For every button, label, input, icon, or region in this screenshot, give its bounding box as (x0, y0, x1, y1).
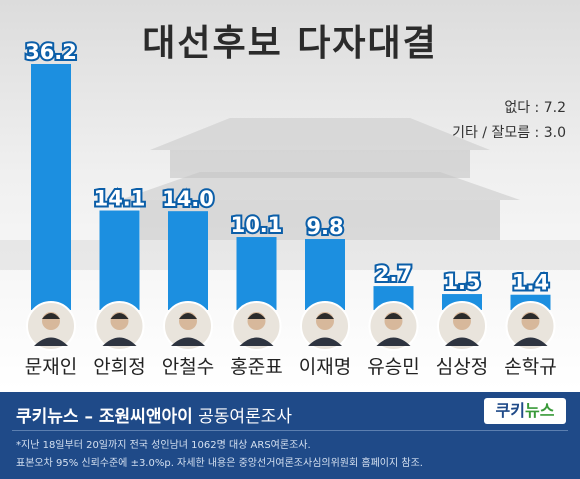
others-item-etc: 기타 / 잘모름 : 3.0 (452, 125, 566, 141)
footer: 쿠키뉴스 – 조원씨앤아이 공동여론조사 쿠키뉴스 *지난 18일부터 20일까… (0, 392, 580, 479)
candidate-photo (368, 301, 419, 351)
candidate-name: 홍준표 (230, 356, 283, 378)
bar-안철수 (168, 211, 208, 310)
others-legend: 없다 : 7.2 기타 / 잘모름 : 3.0 (452, 96, 566, 146)
footer-brand: 쿠키뉴스 – 조원씨앤아이 (16, 407, 193, 427)
data-label: 36.2 (25, 40, 77, 64)
bar-chart: 36.2 14.1 14.0 10.1 9.8 2.7 1.5 1.4 (23, 38, 556, 351)
candidate-photo (505, 301, 556, 351)
candidate-name: 손학규 (504, 356, 557, 378)
data-label: 1.4 (512, 271, 549, 295)
candidate-photo (94, 301, 145, 351)
survey-note: *지난 18일부터 20일까지 전국 성인남녀 1062명 대상 ARS여론조사… (16, 440, 311, 451)
footer-title: 쿠키뉴스 – 조원씨앤아이 공동여론조사 (16, 402, 292, 427)
bar-안희정 (99, 210, 140, 310)
candidate-name: 유승민 (367, 356, 420, 378)
logo-text-accent: 뉴스 (525, 401, 555, 420)
candidate-name: 심상정 (435, 356, 489, 378)
data-label: 1.5 (443, 270, 480, 294)
others-value: 3.0 (543, 125, 566, 141)
others-item-none: 없다 : 7.2 (504, 100, 566, 116)
data-label: 2.7 (375, 262, 412, 286)
candidate-name: 이재명 (298, 356, 352, 378)
others-value: 7.2 (543, 100, 566, 116)
footer-divider (12, 430, 568, 431)
kuki-news-logo: 쿠키뉴스 (484, 398, 566, 424)
bar-이재명 (305, 239, 345, 310)
data-label: 14.0 (162, 187, 214, 211)
data-label: 14.1 (94, 187, 146, 211)
bar-문재인 (31, 63, 71, 310)
logo-text: 쿠키 (495, 401, 525, 420)
candidate-photo (26, 301, 76, 351)
bar-홍준표 (236, 237, 277, 310)
candidate-name: 문재인 (24, 356, 78, 378)
survey-note-error-margin: 표본오차 95% 신뢰수준에 ±3.0%p. 자세한 내용은 중앙선거여론조사심… (16, 458, 423, 469)
others-label: 기타 / 잘모름 (452, 125, 531, 141)
candidate-name: 안희정 (93, 356, 146, 378)
data-label: 10.1 (231, 213, 283, 237)
data-label: 9.8 (306, 215, 343, 239)
candidate-photo (163, 301, 213, 351)
chart-title: 대선후보 다자대결 (142, 23, 438, 64)
footer-subtitle: 공동여론조사 (192, 407, 292, 427)
candidate-names: 문재인 안희정 안철수 홍준표 이재명 유승민 심상정 손학규 (0, 352, 580, 382)
candidate-photo (231, 301, 282, 351)
candidate-name: 안철수 (161, 356, 215, 378)
others-label: 없다 (504, 100, 531, 116)
candidate-photo (437, 301, 487, 351)
candidate-photo (300, 301, 350, 351)
